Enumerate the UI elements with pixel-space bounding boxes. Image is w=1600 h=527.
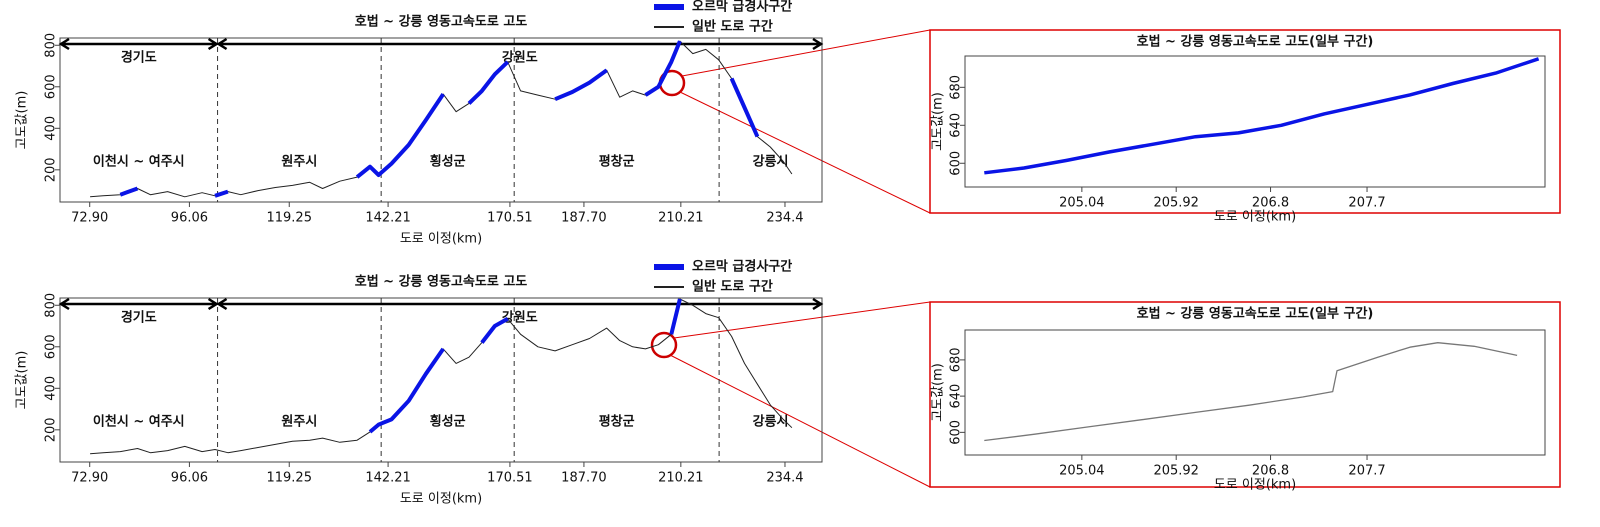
- x-tick-label: 205.92: [1153, 196, 1199, 211]
- y-axis-label: 고도값(m): [931, 363, 946, 422]
- city-label: 횡성군: [430, 154, 466, 170]
- series-line: [984, 57, 1540, 175]
- city-label: 평창군: [599, 154, 635, 170]
- x-axis-label: 도로 이정(km): [1214, 478, 1296, 493]
- legend-label: 일반 도로 구간: [692, 19, 773, 35]
- city-label: 원주시: [281, 415, 317, 430]
- x-tick-label: 187.70: [561, 471, 607, 486]
- connector: [669, 354, 931, 488]
- legend-label: 일반 도로 구간: [692, 279, 773, 295]
- x-tick-label: 210.21: [658, 211, 704, 226]
- zoom-frame: [929, 301, 1561, 488]
- city-label: 평창군: [599, 414, 635, 430]
- plot-frame: [964, 55, 1546, 188]
- y-tick-label: 600: [949, 151, 964, 176]
- x-axis-label: 도로 이정(km): [400, 232, 482, 247]
- connector: [679, 91, 931, 214]
- connector: [681, 29, 931, 77]
- y-tick-label: 600: [44, 334, 59, 359]
- y-tick-label: 600: [44, 74, 59, 99]
- province-label: 경기도: [121, 310, 157, 326]
- city-label: 강릉시: [753, 414, 789, 430]
- province-arrow: [216, 37, 824, 51]
- plot-frame: [964, 329, 1546, 456]
- y-axis-label: 고도값(m): [15, 91, 30, 150]
- y-tick-label: 200: [44, 157, 59, 182]
- y-tick-label: 680: [949, 75, 964, 100]
- y-tick-label: 800: [44, 33, 59, 58]
- x-tick-label: 119.25: [266, 471, 312, 486]
- x-axis-label: 도로 이정(km): [1214, 210, 1296, 225]
- y-tick-label: 200: [44, 417, 59, 442]
- x-tick-label: 142.21: [365, 211, 411, 226]
- province-label: 경기도: [121, 50, 157, 66]
- zoom-circle: [650, 331, 678, 359]
- y-tick-label: 640: [949, 113, 964, 138]
- x-tick-label: 210.21: [658, 471, 704, 486]
- x-tick-label: 207.7: [1348, 464, 1385, 479]
- x-tick-label: 234.4: [766, 471, 803, 486]
- chart-title: 호법 ~ 강릉 영동고속도로 고도: [355, 14, 528, 30]
- y-axis-label: 고도값(m): [931, 92, 946, 151]
- series-line: [90, 40, 793, 198]
- legend-label: 오르막 급경사구간: [692, 259, 792, 275]
- province-arrow: [58, 297, 219, 311]
- city-label: 이천시 ~ 여주시: [93, 154, 185, 170]
- series-line: [119, 40, 760, 198]
- x-tick-label: 170.51: [487, 471, 533, 486]
- province-arrow: [216, 297, 824, 311]
- province-label: 강원도: [502, 50, 538, 66]
- series-line: [368, 298, 682, 434]
- y-tick-label: 400: [44, 116, 59, 141]
- x-tick-label: 119.25: [266, 211, 312, 226]
- x-tick-label: 170.51: [487, 211, 533, 226]
- y-tick-label: 600: [949, 420, 964, 445]
- x-tick-label: 234.4: [766, 211, 803, 226]
- y-tick-label: 800: [44, 293, 59, 318]
- connector: [673, 301, 931, 339]
- x-tick-label: 72.90: [71, 211, 108, 226]
- x-tick-label: 206.8: [1252, 464, 1289, 479]
- city-label: 원주시: [281, 155, 317, 170]
- province-label: 강원도: [502, 310, 538, 326]
- x-tick-label: 205.92: [1153, 464, 1199, 479]
- x-tick-label: 205.04: [1059, 464, 1105, 479]
- series-line: [90, 298, 793, 455]
- y-tick-label: 640: [949, 384, 964, 409]
- x-tick-label: 72.90: [71, 471, 108, 486]
- zoom-frame: [929, 29, 1561, 214]
- x-tick-label: 205.04: [1059, 196, 1105, 211]
- y-axis-label: 고도값(m): [15, 351, 30, 410]
- x-tick-label: 96.06: [171, 211, 208, 226]
- x-axis-label: 도로 이정(km): [400, 492, 482, 507]
- plot-frame: [59, 37, 823, 203]
- chart-title: 호법 ~ 강릉 영동고속도로 고도: [355, 274, 528, 290]
- x-tick-label: 187.70: [561, 211, 607, 226]
- legend-label: 오르막 급경사구간: [692, 0, 792, 15]
- chart-title: 호법 ~ 강릉 영동고속도로 고도(일부 구간): [1137, 306, 1374, 322]
- province-arrow: [58, 37, 219, 51]
- chart-title: 호법 ~ 강릉 영동고속도로 고도(일부 구간): [1137, 34, 1374, 50]
- x-tick-label: 142.21: [365, 471, 411, 486]
- x-tick-label: 207.7: [1348, 196, 1385, 211]
- y-tick-label: 400: [44, 376, 59, 401]
- x-tick-label: 96.06: [171, 471, 208, 486]
- series-line: [984, 342, 1518, 442]
- city-label: 이천시 ~ 여주시: [93, 414, 185, 430]
- city-label: 횡성군: [430, 414, 466, 430]
- plot-frame: [59, 297, 823, 463]
- y-tick-label: 680: [949, 347, 964, 372]
- x-tick-label: 206.8: [1252, 196, 1289, 211]
